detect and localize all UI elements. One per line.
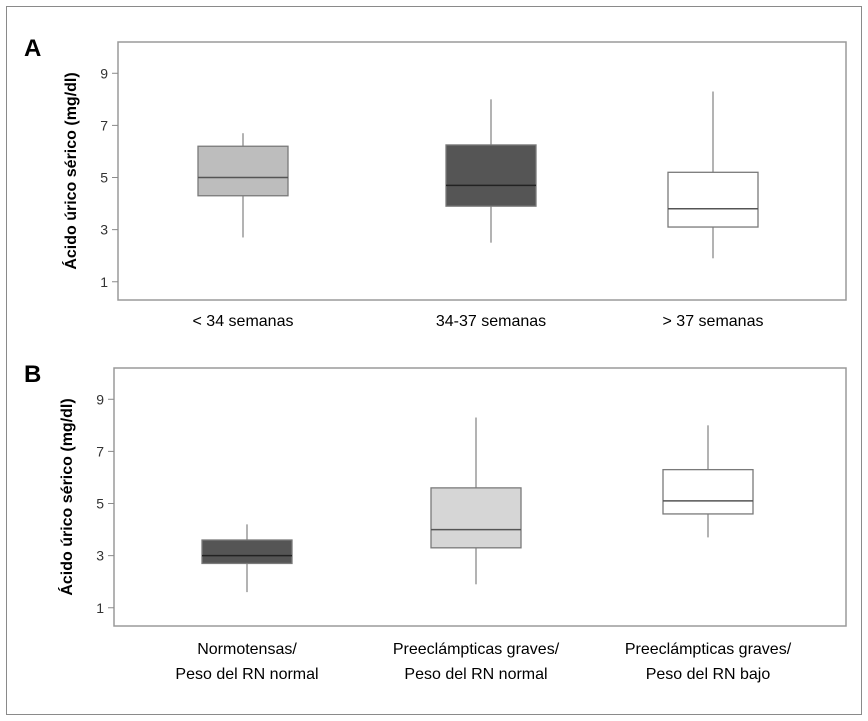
- y-tick-label: 9: [100, 65, 108, 81]
- iqr-box: [202, 540, 292, 563]
- category-label-line: 34-37 semanas: [436, 313, 546, 330]
- category-label-line: Peso del RN normal: [404, 666, 547, 683]
- y-tick-label: 7: [96, 443, 104, 459]
- box-1: [202, 524, 292, 592]
- y-tick-label: 1: [96, 600, 104, 616]
- iqr-box: [446, 145, 536, 206]
- category-label: Preeclámpticas graves/Peso del RN bajo: [625, 641, 792, 683]
- y-axis-label: Ácido úrico sérico (mg/dl): [57, 398, 76, 595]
- panel-a: A 1 3 5 7 9 Ácido úrico sérico (mg/dl) < 34 sem…: [24, 35, 846, 330]
- y-axis-label: Ácido úrico sérico (mg/dl): [61, 72, 80, 269]
- y-tick-label: 7: [100, 117, 108, 133]
- box-3: [668, 92, 758, 259]
- category-label-line: Preeclámpticas graves/: [393, 641, 560, 658]
- box-2: [446, 99, 536, 242]
- category-label-line: Normotensas/: [197, 641, 297, 658]
- category-label: 34-37 semanas: [436, 313, 546, 330]
- panel-b: B 1 3 5 7 9 Ácido úrico sérico (mg/dl) Normoten…: [24, 361, 846, 683]
- iqr-box: [668, 172, 758, 227]
- y-tick-label: 3: [96, 548, 104, 564]
- iqr-box: [431, 488, 521, 548]
- panel-letter: A: [24, 35, 41, 62]
- category-label-line: Peso del RN normal: [175, 666, 318, 683]
- y-tick-label: 5: [100, 170, 108, 186]
- category-label-line: Preeclámpticas graves/: [625, 641, 792, 658]
- box-3: [663, 425, 753, 537]
- box-2: [431, 418, 521, 585]
- y-tick-label: 1: [100, 274, 108, 290]
- iqr-box: [198, 146, 288, 196]
- category-label-line: Peso del RN bajo: [646, 666, 771, 683]
- iqr-box: [663, 470, 753, 514]
- category-label-line: > 37 semanas: [663, 313, 764, 330]
- y-tick-label: 5: [96, 496, 104, 512]
- y-tick-label: 9: [96, 391, 104, 407]
- category-label: Normotensas/Peso del RN normal: [175, 641, 318, 683]
- category-label: Preeclámpticas graves/Peso del RN normal: [393, 641, 560, 683]
- category-label: < 34 semanas: [193, 313, 294, 330]
- panel-letter: B: [24, 361, 41, 388]
- category-label-line: < 34 semanas: [193, 313, 294, 330]
- category-label: > 37 semanas: [663, 313, 764, 330]
- box-1: [198, 133, 288, 237]
- y-tick-label: 3: [100, 222, 108, 238]
